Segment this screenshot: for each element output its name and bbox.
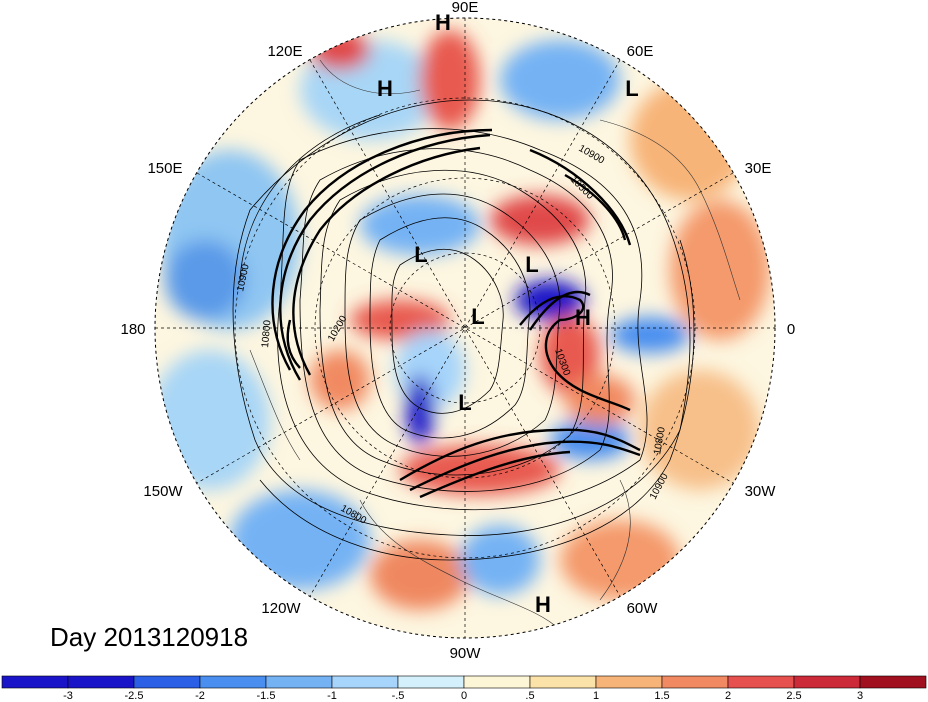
colorbar-tick-label: 3 [857, 690, 863, 702]
lon-label-90e: 90E [452, 0, 479, 16]
colorbar-box [199, 675, 267, 689]
contour-label: 10800 [652, 426, 668, 456]
low-center-pole: L [471, 304, 484, 329]
graticule [155, 18, 775, 638]
lon-label-30e: 30E [745, 160, 772, 177]
colorbar-box [265, 675, 333, 689]
colorbar: -3 -2.5 -2 -1.5 -1 -.5 0 .5 1 1.5 2 2.5 3 [1, 675, 927, 702]
lon-label-90w: 90W [450, 645, 482, 662]
colorbar-tick-label: 1.5 [654, 690, 669, 702]
lon-label-60e: 60E [627, 43, 654, 60]
high-center-right: H [575, 305, 591, 330]
height-contours [232, 99, 695, 561]
colorbar-tick-label: -2 [195, 690, 205, 702]
colorbar-box [529, 675, 597, 689]
low-center-2: L [525, 252, 538, 277]
lon-label-60w: 60W [627, 600, 659, 617]
colorbar-tick-label: -3 [63, 690, 73, 702]
jet-contours [271, 128, 641, 499]
map-boundary [154, 17, 776, 639]
colorbar-box [331, 675, 399, 689]
lon-label-0: 0 [787, 321, 795, 338]
pressure-centers: H H L L L L H L H [377, 10, 639, 617]
lon-label-150e: 150E [147, 160, 182, 177]
lon-label-120e: 120E [267, 43, 302, 60]
lon-label-180: 180 [120, 321, 145, 338]
figure-title: Day 2013120918 [50, 622, 248, 652]
lon-label-120w: 120W [261, 600, 301, 617]
colorbar-tick-label: -1.5 [257, 690, 276, 702]
contour-label: 10800 [260, 319, 273, 348]
colorbar-box [133, 675, 201, 689]
high-center-bottom: H [535, 592, 551, 617]
low-center-lower: L [458, 390, 471, 415]
colorbar-tick-label: -2.5 [125, 690, 144, 702]
colorbar-box [67, 675, 135, 689]
lon-label-30w: 30W [745, 483, 777, 500]
coastlines [249, 59, 741, 631]
colorbar-tick-label: .5 [525, 690, 534, 702]
low-center-1: L [414, 242, 427, 267]
colorbar-tick-label: 2.5 [786, 690, 801, 702]
colorbar-box [793, 675, 861, 689]
lon-label-150w: 150W [143, 483, 183, 500]
high-center-upper-left: H [377, 76, 393, 101]
colorbar-tick-label: -1 [327, 690, 337, 702]
colorbar-box [727, 675, 795, 689]
low-center-upper-right: L [625, 76, 638, 101]
colorbar-tick-label: 1 [593, 690, 599, 702]
colorbar-box [397, 675, 465, 689]
colorbar-box [463, 675, 531, 689]
colorbar-box [859, 675, 927, 689]
high-center-top: H [435, 10, 451, 35]
colorbar-box [661, 675, 729, 689]
colorbar-box [1, 675, 69, 689]
colorbar-tick-label: -.5 [392, 690, 405, 702]
longitude-labels: 90E 120E 60E 150E 30E 180 0 150W 30W 120… [120, 0, 795, 662]
colorbar-box [595, 675, 663, 689]
colorbar-tick-label: 2 [725, 690, 731, 702]
colorbar-tick-label: 0 [461, 690, 467, 702]
